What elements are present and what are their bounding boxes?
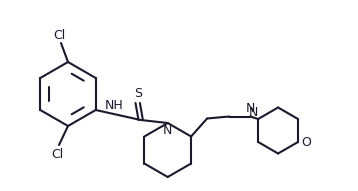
Text: Cl: Cl [51,147,63,160]
Text: Cl: Cl [53,28,65,41]
Text: NH: NH [104,99,123,112]
Text: O: O [301,135,311,148]
Text: N: N [248,105,258,118]
Text: N: N [163,125,173,138]
Text: N: N [245,102,255,115]
Text: S: S [134,87,142,100]
